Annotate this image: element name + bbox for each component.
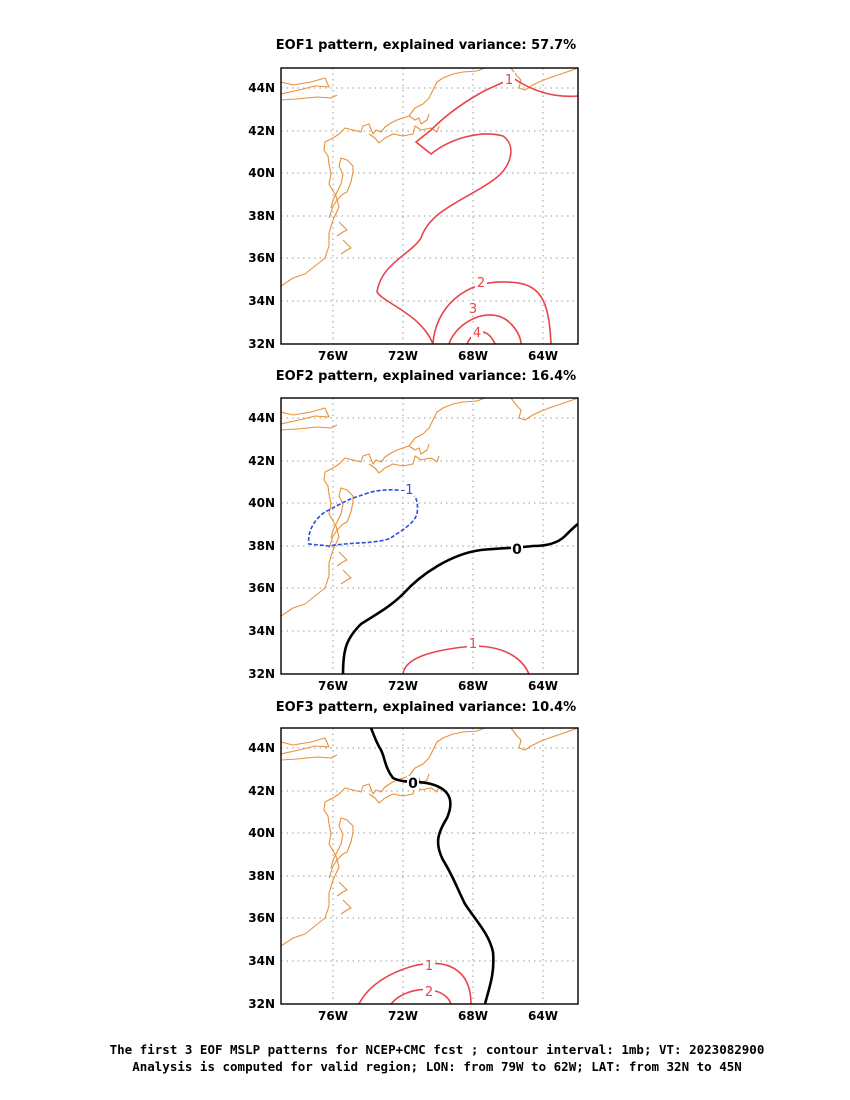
x-tick-label: 64W xyxy=(528,679,558,693)
y-tick-label: 38N xyxy=(248,209,275,223)
panel-eof3: EOF3 pattern, explained variance: 10.4% … xyxy=(248,700,579,1023)
y-tick-label: 44N xyxy=(248,411,275,425)
contour-labels: -1 0 1 xyxy=(399,482,523,652)
y-tick-label: 32N xyxy=(248,667,275,681)
caption-line-2: Analysis is computed for valid region; L… xyxy=(132,1059,742,1074)
y-tick-label: 42N xyxy=(248,124,275,138)
y-axis: 44N 42N 40N 38N 36N 34N 32N xyxy=(248,411,275,681)
panel-title: EOF2 pattern, explained variance: 16.4% xyxy=(276,369,576,384)
graticule xyxy=(280,67,579,345)
contour-label: 1 xyxy=(425,959,433,974)
x-tick-label: 76W xyxy=(318,349,348,363)
contour-label: 0 xyxy=(512,542,522,558)
y-tick-label: 42N xyxy=(248,454,275,468)
x-tick-label: 64W xyxy=(528,349,558,363)
y-tick-label: 44N xyxy=(248,81,275,95)
graticule xyxy=(280,397,579,675)
contour-line-neg1 xyxy=(307,489,419,547)
y-tick-label: 44N xyxy=(248,741,275,755)
x-tick-label: 76W xyxy=(318,1009,348,1023)
coastline xyxy=(281,728,578,947)
contour-line-2 xyxy=(390,988,452,1004)
y-tick-label: 38N xyxy=(248,869,275,883)
contour-line-1b xyxy=(376,77,514,344)
contour-label: 2 xyxy=(425,985,433,1000)
contour-line-3 xyxy=(448,314,522,344)
panel-title: EOF3 pattern, explained variance: 10.4% xyxy=(276,700,576,715)
panel-eof2: EOF2 pattern, explained variance: 16.4% … xyxy=(248,369,579,693)
coastline xyxy=(281,398,578,617)
x-tick-label: 68W xyxy=(458,349,488,363)
contour-line-1 xyxy=(358,962,472,1004)
x-axis: 76W 72W 68W 64W xyxy=(318,679,558,693)
y-tick-label: 36N xyxy=(248,251,275,265)
contour-line-2 xyxy=(432,281,552,344)
contour-label: 0 xyxy=(408,776,418,792)
figure-caption: The first 3 EOF MSLP patterns for NCEP+C… xyxy=(110,1042,765,1074)
x-tick-label: 68W xyxy=(458,679,488,693)
y-tick-label: 40N xyxy=(248,496,275,510)
contour-labels: 1 2 3 4 xyxy=(467,72,515,341)
y-tick-label: 34N xyxy=(248,294,275,308)
y-tick-label: 38N xyxy=(248,539,275,553)
contour-label: 2 xyxy=(477,276,485,291)
map-frame xyxy=(280,397,579,675)
contour-line-zero xyxy=(369,728,495,1004)
contour-label: 1 xyxy=(469,637,477,652)
contour-label: -1 xyxy=(401,483,414,498)
map-frame xyxy=(280,727,579,1005)
x-tick-label: 72W xyxy=(388,349,418,363)
x-tick-label: 76W xyxy=(318,679,348,693)
x-tick-label: 64W xyxy=(528,1009,558,1023)
y-tick-label: 36N xyxy=(248,581,275,595)
map-frame xyxy=(280,67,579,345)
y-tick-label: 42N xyxy=(248,784,275,798)
x-tick-label: 72W xyxy=(388,1009,418,1023)
x-tick-label: 72W xyxy=(388,679,418,693)
x-tick-label: 68W xyxy=(458,1009,488,1023)
panel-title: EOF1 pattern, explained variance: 57.7% xyxy=(276,38,576,53)
y-axis: 44N 42N 40N 38N 36N 34N 32N xyxy=(248,81,275,351)
y-tick-label: 34N xyxy=(248,954,275,968)
y-tick-label: 32N xyxy=(248,997,275,1011)
contour-line-1 xyxy=(512,77,578,98)
y-tick-label: 36N xyxy=(248,911,275,925)
y-tick-label: 32N xyxy=(248,337,275,351)
contour-label: 3 xyxy=(469,302,477,317)
caption-line-1: The first 3 EOF MSLP patterns for NCEP+C… xyxy=(110,1042,765,1057)
panel-eof1: EOF1 pattern, explained variance: 57.7% … xyxy=(248,38,579,363)
x-axis: 76W 72W 68W 64W xyxy=(318,1009,558,1023)
contour-line-1 xyxy=(402,645,530,674)
contour-label: 1 xyxy=(505,73,513,88)
y-tick-label: 40N xyxy=(248,166,275,180)
contour-label: 4 xyxy=(473,326,481,341)
y-axis: 44N 42N 40N 38N 36N 34N 32N xyxy=(248,741,275,1011)
y-tick-label: 40N xyxy=(248,826,275,840)
y-tick-label: 34N xyxy=(248,624,275,638)
coastline xyxy=(281,68,578,287)
x-axis: 76W 72W 68W 64W xyxy=(318,349,558,363)
contour-line-zero xyxy=(341,522,578,674)
contour-labels: 0 1 2 xyxy=(407,776,435,1000)
